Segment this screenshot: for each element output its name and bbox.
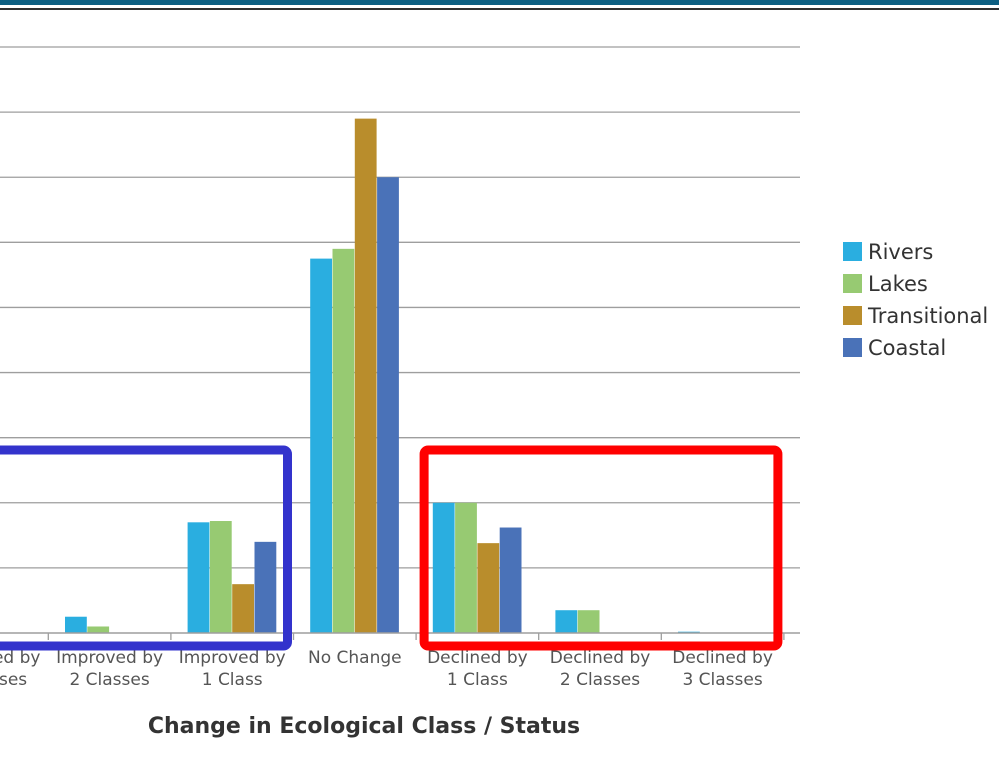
x-tick-label: No Change <box>308 648 402 668</box>
legend-label: Transitional <box>867 304 988 328</box>
x-tick-label: Declined by 3 Classes <box>672 648 773 690</box>
top-rule <box>0 0 999 10</box>
top-band-gap <box>0 5 999 8</box>
legend-swatch <box>843 274 862 293</box>
bar-rivers <box>555 610 578 633</box>
bar-rivers <box>65 616 87 633</box>
top-band <box>0 0 999 5</box>
x-tick-label: Declined by 1 Class <box>427 648 528 690</box>
x-axis-title: Change in Ecological Class / Status <box>148 714 580 739</box>
bar-rivers <box>432 502 455 633</box>
x-tick-label: Improved by 1 Class <box>179 648 286 690</box>
bars <box>65 118 700 634</box>
bar-lakes <box>209 521 232 633</box>
bar-lakes <box>87 626 110 633</box>
highlight-boxes <box>0 445 783 651</box>
legend: Rivers Lakes Transitional Coastal <box>843 240 988 360</box>
highlight-box <box>0 445 292 651</box>
bar-rivers <box>310 258 332 633</box>
bar-transitional <box>232 584 254 633</box>
bar-lakes <box>455 502 477 633</box>
bar-lakes <box>332 248 355 633</box>
bar-transitional <box>477 543 500 633</box>
x-tick-label: Declined by 2 Classes <box>550 648 651 690</box>
bar-rivers <box>187 522 210 633</box>
legend-swatch <box>843 306 862 325</box>
bar-lakes <box>577 610 600 633</box>
legend-label: Coastal <box>868 336 946 360</box>
x-tick-labels: Improved by3 Classes Improved by2 Classes… <box>0 648 773 690</box>
bar-transitional <box>354 118 377 634</box>
x-axis <box>0 632 800 640</box>
bar-coastal <box>254 541 277 633</box>
bar-coastal <box>499 527 522 633</box>
legend-label: Rivers <box>868 240 933 264</box>
legend-swatch <box>843 338 862 357</box>
x-tick-label: Improved by3 Classes <box>0 648 40 690</box>
legend-swatch <box>843 242 862 261</box>
legend-label: Lakes <box>868 272 928 296</box>
bar-coastal <box>377 177 399 633</box>
gridlines <box>0 46 800 569</box>
top-band-line <box>0 8 999 10</box>
x-tick-label: Improved by 2 Classes <box>56 648 163 690</box>
highlight-box <box>419 445 783 651</box>
